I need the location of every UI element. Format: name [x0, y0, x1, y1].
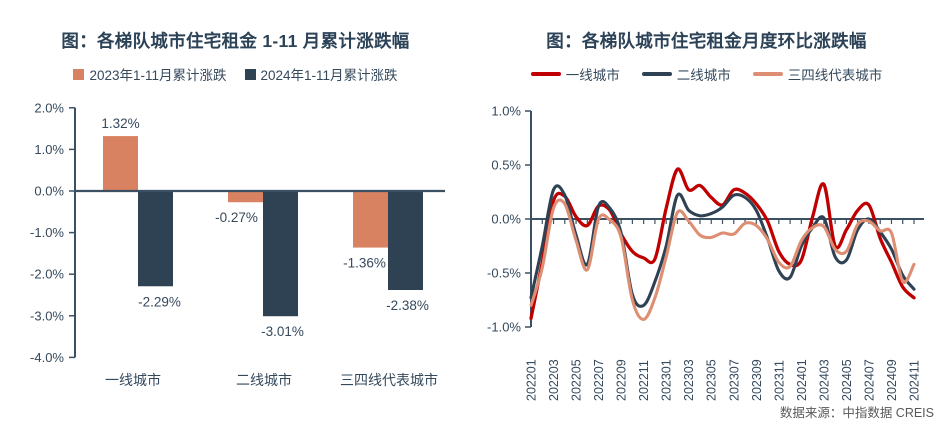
- legend-swatch-icon: [752, 72, 783, 76]
- line-series-path: [529, 167, 916, 321]
- bar: [353, 191, 388, 248]
- y-axis-label: 0.0%: [34, 184, 64, 199]
- legend-swatch-icon: [244, 68, 256, 80]
- line-chart-title: 图：各梯队城市住宅租金月度环比涨跌幅: [546, 31, 867, 51]
- x-axis-label: 202203: [547, 359, 561, 401]
- bar-chart-plot: 2.0% 1.0% 0.0% -1.0% -2.0% -3.0% -4.0% 1.32% -0.…: [30, 100, 445, 388]
- legend-item: 一线城市: [530, 64, 620, 84]
- y-axis-label: 0.0%: [491, 212, 521, 227]
- x-axis-label: 202305: [705, 359, 719, 401]
- category-label: 三四线代表城市: [340, 372, 438, 388]
- category-label: 一线城市: [105, 372, 161, 388]
- x-axis-label: 202405: [840, 359, 854, 401]
- bar-value-label: -2.29%: [138, 294, 181, 309]
- y-axis-label: 0.5%: [491, 158, 521, 173]
- x-axis-label: 202311: [772, 360, 786, 401]
- legend-swatch-icon: [73, 68, 85, 80]
- bar: [138, 191, 173, 287]
- bar: [388, 191, 423, 291]
- x-axis-label: 202205: [570, 359, 584, 401]
- bar: [263, 191, 298, 317]
- bar-value-label: -0.27%: [215, 210, 258, 225]
- bar-value-label: 1.32%: [101, 116, 139, 131]
- legend-item: 2024年1-11月累计涨跌: [244, 64, 398, 84]
- bar: [228, 191, 263, 203]
- legend-item: 三四线代表城市: [752, 64, 883, 84]
- legend-label: 2023年1-11月累计涨跌: [89, 68, 227, 83]
- line-series-path: [529, 198, 916, 321]
- bar: [103, 136, 138, 191]
- source-note: 数据来源：中指数据 CREIS: [779, 406, 934, 420]
- y-axis-label: 2.0%: [34, 100, 64, 115]
- x-axis-label: 202211: [637, 360, 651, 401]
- legend-item: 二线城市: [641, 64, 731, 84]
- legend-label: 二线城市: [676, 68, 731, 83]
- legend-item: 2023年1-11月累计涨跌: [73, 64, 227, 84]
- x-axis-label: 202207: [592, 359, 606, 401]
- x-axis-label: 202409: [885, 359, 899, 401]
- category-label: 二线城市: [236, 372, 292, 388]
- x-axis-label: 202303: [682, 359, 696, 401]
- y-axis-label: 1.0%: [34, 142, 64, 157]
- bar-value-label: -1.36%: [343, 256, 386, 271]
- bar-value-label: -2.38%: [386, 298, 429, 313]
- legend-label: 三四线代表城市: [787, 68, 883, 83]
- x-axis-label: 202411: [908, 360, 922, 401]
- y-axis-label: -3.0%: [30, 308, 64, 323]
- bar-chart-legend: 2023年1-11月累计涨跌 2024年1-11月累计涨跌: [0, 64, 471, 84]
- bar-chart-title: 图：各梯队城市住宅租金 1-11 月累计涨跌幅: [61, 31, 410, 51]
- x-axis-label: 202309: [750, 359, 764, 401]
- bar-value-label: -3.01%: [261, 324, 304, 339]
- y-axis-label: -1.0%: [487, 320, 521, 335]
- y-axis-label: 1.0%: [491, 104, 521, 119]
- line-series-path: [529, 184, 916, 308]
- x-axis-label: 202301: [660, 359, 674, 401]
- legend-swatch-icon: [530, 72, 561, 76]
- x-axis-label: 202403: [817, 359, 831, 401]
- y-axis-label: -4.0%: [30, 350, 64, 365]
- legend-swatch-icon: [641, 72, 672, 76]
- y-axis-label: -1.0%: [30, 225, 64, 240]
- legend-label: 2024年1-11月累计涨跌: [260, 68, 398, 83]
- line-chart-plot: 1.0% 0.5% 0.0% -0.5% -1.0% 202201 202203 202205…: [487, 104, 924, 401]
- line-chart-legend: 一线城市 二线城市 三四线代表城市: [471, 64, 942, 84]
- x-axis-label: 202407: [862, 359, 876, 401]
- y-axis-label: -0.5%: [487, 266, 521, 281]
- x-axis-label: 202201: [525, 359, 539, 401]
- legend-label: 一线城市: [565, 68, 620, 83]
- y-axis-label: -2.0%: [30, 267, 64, 282]
- x-axis-label: 202307: [727, 359, 741, 401]
- x-axis-label: 202209: [615, 359, 629, 401]
- x-axis-label: 202401: [795, 359, 809, 401]
